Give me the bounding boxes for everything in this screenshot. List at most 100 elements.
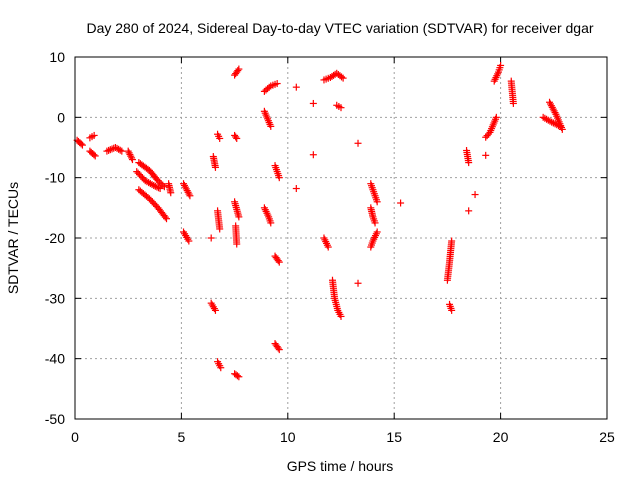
- plot-frame: [74, 56, 608, 420]
- data-point: [185, 237, 193, 245]
- data-point: [154, 177, 162, 185]
- data-point: [275, 258, 283, 266]
- x-tick-label: 10: [280, 429, 296, 445]
- data-point: [465, 159, 473, 167]
- y-tick-label: -40: [45, 351, 65, 367]
- x-tick-label: 20: [493, 429, 509, 445]
- y-tick-label: -20: [45, 230, 65, 246]
- data-point: [150, 182, 158, 190]
- data-point: [354, 279, 362, 287]
- data-point: [509, 99, 517, 107]
- x-tick-label: 5: [178, 429, 186, 445]
- y-tick-label: -50: [45, 411, 65, 427]
- data-point: [78, 141, 86, 149]
- x-axis-label: GPS time / hours: [287, 458, 394, 474]
- data-point: [128, 156, 136, 164]
- data-point: [115, 145, 123, 153]
- data-point: [337, 312, 345, 320]
- data-point: [274, 344, 282, 352]
- data-point: [90, 131, 98, 139]
- data-point: [448, 306, 456, 314]
- data-point: [235, 65, 243, 73]
- data-point: [265, 83, 273, 91]
- data-point: [492, 113, 500, 121]
- data-point: [234, 67, 242, 75]
- data-point: [233, 240, 241, 248]
- data-point: [354, 139, 362, 147]
- data-point: [235, 213, 243, 221]
- data-point: [232, 133, 240, 141]
- data-point: [103, 147, 111, 155]
- data-point: [126, 150, 134, 158]
- data-point: [235, 373, 243, 381]
- chart-title: Day 280 of 2024, Sidereal Day-to-day VTE…: [86, 20, 593, 36]
- data-point: [338, 73, 346, 81]
- y-axis-label: SDTVAR / TECUs: [5, 182, 21, 294]
- data-point: [275, 346, 283, 354]
- data-point: [127, 152, 135, 160]
- data-point: [267, 122, 275, 130]
- data-point: [292, 83, 300, 91]
- data-point: [153, 183, 161, 191]
- data-point: [397, 199, 405, 207]
- data-point: [273, 80, 281, 88]
- data-point: [367, 243, 375, 251]
- data-point: [549, 119, 557, 127]
- data-point: [217, 364, 225, 372]
- data-point: [207, 234, 215, 242]
- data-point: [233, 134, 241, 142]
- data-point: [337, 104, 345, 112]
- data-point: [339, 74, 347, 82]
- data-point: [91, 152, 99, 160]
- data-point: [161, 213, 169, 221]
- data-point: [558, 125, 566, 133]
- data-point: [373, 198, 381, 206]
- data-point: [125, 149, 133, 157]
- x-tick-label: 0: [71, 429, 79, 445]
- data-point: [211, 306, 219, 314]
- data-point: [216, 134, 224, 142]
- y-tick-label: 0: [57, 109, 65, 125]
- data-point: [124, 147, 132, 155]
- data-point: [482, 151, 490, 159]
- data-point: [156, 178, 164, 186]
- data-point: [185, 190, 193, 198]
- data-point: [371, 219, 379, 227]
- data-point: [106, 146, 114, 154]
- data-point: [167, 189, 175, 197]
- data-point: [465, 207, 473, 215]
- data-point: [267, 219, 275, 227]
- y-tick-label: -30: [45, 290, 65, 306]
- data-point: [90, 151, 98, 159]
- data-point: [274, 257, 282, 265]
- data-point: [156, 185, 164, 193]
- grid: [75, 57, 607, 419]
- data-point: [275, 174, 283, 182]
- data-point: [324, 243, 332, 251]
- data-point: [233, 372, 241, 380]
- data-point: [216, 225, 224, 233]
- data-point: [160, 183, 168, 191]
- data-point: [292, 185, 300, 193]
- data-point: [118, 147, 126, 155]
- x-tick-label: 15: [386, 429, 402, 445]
- data-point: [128, 154, 136, 162]
- data-point: [105, 146, 113, 154]
- data-point: [116, 146, 124, 154]
- data-point: [309, 99, 317, 107]
- data-point: [471, 191, 479, 199]
- data-point: [497, 61, 505, 69]
- x-tick-label: 25: [599, 429, 615, 445]
- data-point: [448, 237, 456, 245]
- data-point: [548, 118, 556, 126]
- data-point: [148, 181, 156, 189]
- data-point: [186, 192, 194, 200]
- data-point: [77, 140, 85, 148]
- data-points: [73, 61, 566, 381]
- y-tick-label: 10: [49, 49, 65, 65]
- y-tick-label: -10: [45, 170, 65, 186]
- data-point: [155, 184, 163, 192]
- data-point: [211, 163, 219, 171]
- data-point: [163, 215, 171, 223]
